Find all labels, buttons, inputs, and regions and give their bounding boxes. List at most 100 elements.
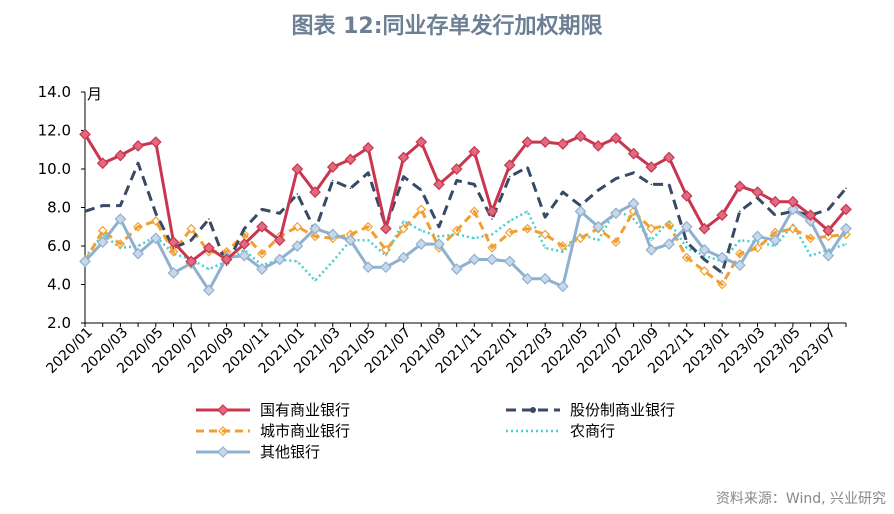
data-point [273, 253, 286, 266]
data-point [309, 222, 321, 235]
data-point [809, 254, 812, 257]
data-point [539, 136, 551, 148]
data-point [208, 268, 210, 270]
data-point [822, 249, 835, 262]
data-point [455, 179, 458, 182]
data-point [310, 231, 320, 242]
data-point [685, 247, 688, 249]
legend-label: 城市商业银行 [260, 422, 350, 440]
data-point [450, 163, 463, 175]
data-point [154, 212, 157, 215]
series-2 [80, 204, 851, 290]
data-point [539, 272, 551, 285]
data-point [574, 130, 587, 143]
data-point [420, 189, 423, 191]
data-point [451, 225, 462, 236]
data-point [491, 233, 493, 236]
data-point [610, 132, 622, 145]
data-point [149, 136, 162, 148]
data-point [79, 255, 91, 268]
data-point [698, 244, 711, 256]
legend-item: 其他银行 [196, 443, 320, 461]
data-point [615, 177, 617, 180]
data-point [703, 258, 706, 261]
data-point [721, 272, 723, 274]
data-point [739, 239, 741, 242]
data-point [752, 243, 763, 253]
data-point [137, 245, 139, 247]
data-point [363, 221, 374, 232]
data-point [381, 245, 391, 255]
data-point [491, 218, 493, 220]
data-point [367, 239, 369, 242]
data-point [823, 231, 834, 242]
y-tick-label: 14.0 [38, 83, 71, 101]
data-point [238, 238, 251, 250]
data-point [186, 223, 197, 234]
data-point [685, 241, 688, 243]
data-point [344, 153, 357, 166]
data-point [805, 233, 816, 244]
chart-title: 图表 12:同业存单发行加权期限 [291, 14, 603, 39]
data-point [402, 220, 405, 222]
data-point [114, 213, 127, 225]
data-point [469, 206, 480, 217]
data-point [562, 191, 564, 193]
legend-marker [530, 407, 536, 413]
data-point [326, 161, 339, 173]
legend-item: 股份制商业银行 [506, 401, 675, 419]
data-point [115, 239, 126, 249]
data-point [610, 207, 622, 220]
data-point [203, 284, 215, 297]
data-point [243, 227, 246, 230]
data-point [402, 175, 405, 178]
data-point [632, 218, 635, 220]
data-point [680, 190, 693, 202]
data-point [521, 272, 534, 285]
data-point [367, 172, 369, 174]
data-point [150, 216, 161, 226]
data-point [416, 204, 427, 215]
data-point [751, 230, 764, 243]
data-point [522, 223, 533, 234]
data-point [362, 261, 375, 274]
source-note: 资料来源：Wind, 兴业研究 [715, 491, 886, 507]
series-line-0 [83, 133, 848, 263]
y-tick-label: 2.0 [47, 314, 71, 332]
data-point [468, 145, 481, 158]
y-tick-label: 10.0 [38, 160, 71, 178]
data-point [167, 267, 180, 279]
data-point [203, 242, 215, 254]
data-point [385, 254, 387, 257]
data-point [733, 180, 746, 193]
data-point [504, 227, 515, 238]
data-point [751, 186, 764, 198]
data-point [185, 255, 198, 268]
data-point [278, 212, 281, 215]
data-point [438, 225, 440, 228]
series-line-2 [83, 207, 847, 286]
data-point [668, 183, 670, 186]
legend-marker [217, 404, 229, 416]
legend-label: 农商行 [570, 422, 615, 440]
series-line-4 [83, 202, 848, 292]
data-point [291, 240, 304, 252]
series-line-3 [84, 208, 847, 282]
legend-label: 股份制商业银行 [570, 401, 675, 419]
data-point [101, 204, 104, 207]
data-point [526, 210, 529, 213]
data-point [544, 247, 546, 249]
data-point [681, 252, 692, 263]
data-point [398, 223, 409, 234]
data-point [646, 223, 657, 234]
data-point [840, 203, 852, 216]
data-point [450, 263, 463, 275]
data-point [698, 222, 711, 235]
y-tick-label: 12.0 [38, 122, 71, 140]
data-point [149, 232, 162, 245]
data-point [296, 260, 299, 263]
data-point [574, 205, 587, 218]
data-point [597, 189, 600, 191]
data-point [397, 151, 410, 164]
